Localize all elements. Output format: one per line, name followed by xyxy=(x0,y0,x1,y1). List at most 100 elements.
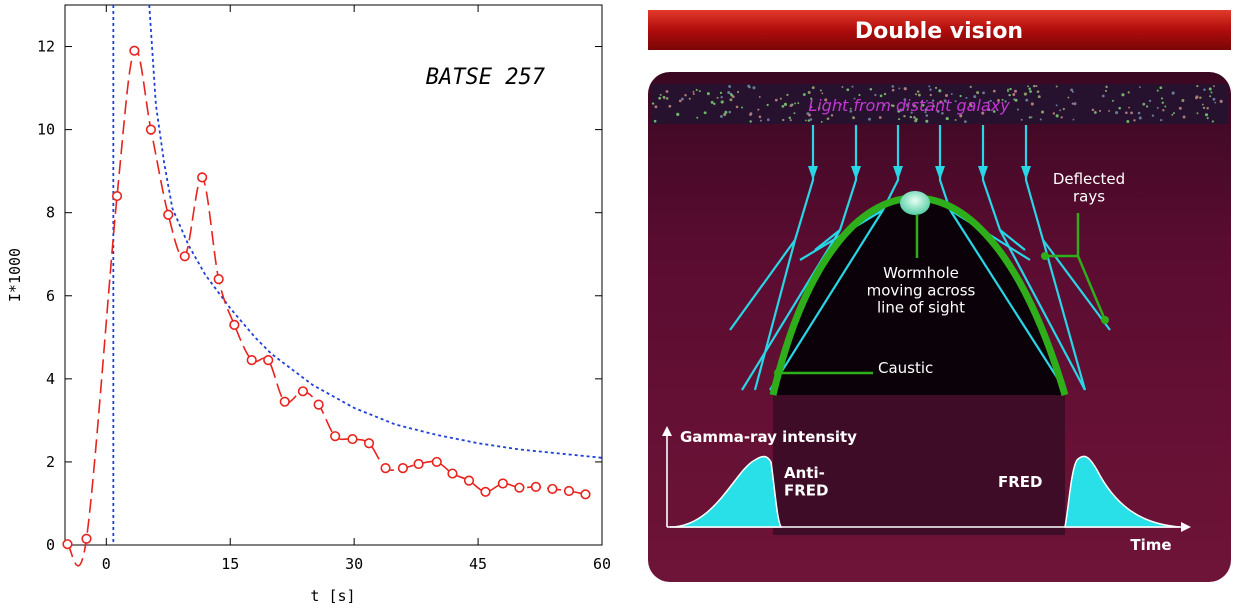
star-dot xyxy=(841,86,844,88)
star-dot xyxy=(1219,99,1223,103)
star-dot xyxy=(897,109,901,113)
data-point xyxy=(463,475,475,486)
caustic-label: Caustic xyxy=(878,359,933,377)
star-dot xyxy=(969,103,972,106)
star-dot xyxy=(891,88,895,92)
star-dot xyxy=(1199,96,1202,99)
star-dot xyxy=(1007,90,1009,93)
star-dot xyxy=(1071,90,1074,93)
star-dot xyxy=(1211,120,1214,123)
star-dot xyxy=(1001,98,1004,101)
data-point xyxy=(563,485,575,497)
caustic-dot xyxy=(774,369,782,377)
star-dot xyxy=(1105,85,1108,89)
star-dot xyxy=(905,104,908,107)
star-dot xyxy=(676,112,680,116)
star-dot xyxy=(1052,112,1056,115)
star-dot xyxy=(688,97,691,100)
label-line: rays xyxy=(1073,187,1105,205)
star-dot xyxy=(1148,99,1152,103)
star-dot xyxy=(1055,85,1058,88)
star-dot xyxy=(916,90,920,93)
star-dot xyxy=(1151,114,1155,117)
star-dot xyxy=(934,86,938,89)
data-point xyxy=(363,438,375,449)
label-line: moving across xyxy=(867,281,976,299)
star-dot xyxy=(807,91,811,94)
star-dot xyxy=(959,115,962,118)
star-dot xyxy=(713,102,716,106)
star-dot xyxy=(1202,106,1206,110)
shadow-column xyxy=(773,395,1065,535)
star-dot xyxy=(724,110,728,114)
star-dot xyxy=(698,90,701,93)
star-dot xyxy=(992,110,996,113)
star-dot xyxy=(839,103,842,106)
star-dot xyxy=(665,90,669,93)
star-dot xyxy=(943,99,947,103)
data-point xyxy=(81,533,92,544)
wormhole-label: Wormhole moving across line of sight xyxy=(867,264,976,317)
x-tick-label: 30 xyxy=(345,555,363,573)
y-axis-label: I*1000 xyxy=(6,248,24,302)
star-dot xyxy=(810,106,813,109)
star-dot xyxy=(1161,101,1164,104)
star-dot xyxy=(692,92,695,95)
data-point xyxy=(580,489,591,500)
star-dot xyxy=(1030,116,1033,119)
star-dot xyxy=(1111,99,1114,102)
star-dot xyxy=(766,103,769,107)
star-dot xyxy=(963,120,967,123)
data-point xyxy=(179,251,190,262)
star-dot xyxy=(851,85,854,88)
star-dot xyxy=(759,119,762,122)
star-dot xyxy=(1156,89,1159,92)
star-dot xyxy=(1130,111,1133,115)
star-dot xyxy=(891,85,895,88)
star-dot xyxy=(912,104,916,108)
star-dot xyxy=(807,119,810,122)
data-point xyxy=(497,478,508,489)
star-dot xyxy=(858,93,861,97)
star-dot xyxy=(703,111,707,115)
light-ray-branch xyxy=(769,209,884,391)
star-dot xyxy=(1125,111,1128,115)
star-dot xyxy=(786,93,789,97)
star-dot xyxy=(1159,86,1163,90)
label-line: Wormhole xyxy=(883,264,959,282)
star-dot xyxy=(1028,116,1031,119)
data-point xyxy=(480,486,491,497)
star-dot xyxy=(736,90,740,94)
label-line: Deflected xyxy=(1053,170,1125,188)
time-label: Time xyxy=(1130,536,1171,554)
star-dot xyxy=(747,84,751,88)
star-dot xyxy=(819,89,822,92)
fit-curve-series xyxy=(112,4,603,545)
data-point xyxy=(62,539,73,550)
star-dot xyxy=(1036,90,1040,93)
star-dot xyxy=(758,115,762,119)
data-point xyxy=(380,463,391,474)
label-line: FRED xyxy=(784,481,829,499)
ray-arrow-icon xyxy=(935,166,945,180)
star-dot xyxy=(1212,97,1216,101)
star-dot xyxy=(1071,102,1074,105)
star-dot xyxy=(903,87,907,91)
data-point xyxy=(145,124,157,135)
star-dot xyxy=(954,118,957,121)
star-dot xyxy=(1214,101,1217,104)
star-dot xyxy=(954,100,957,103)
star-dot xyxy=(987,100,990,103)
data-point xyxy=(447,468,458,479)
data-point xyxy=(263,355,274,366)
data-point xyxy=(514,482,525,493)
star-dot xyxy=(982,91,985,95)
data-point xyxy=(397,463,408,474)
star-dot xyxy=(735,105,739,109)
data-point xyxy=(229,319,240,330)
star-dot xyxy=(719,91,723,94)
x-axis: 0 15 30 45 60 xyxy=(102,5,611,573)
star-dot xyxy=(1171,91,1175,95)
data-point xyxy=(313,399,324,410)
star-dot xyxy=(849,110,853,113)
